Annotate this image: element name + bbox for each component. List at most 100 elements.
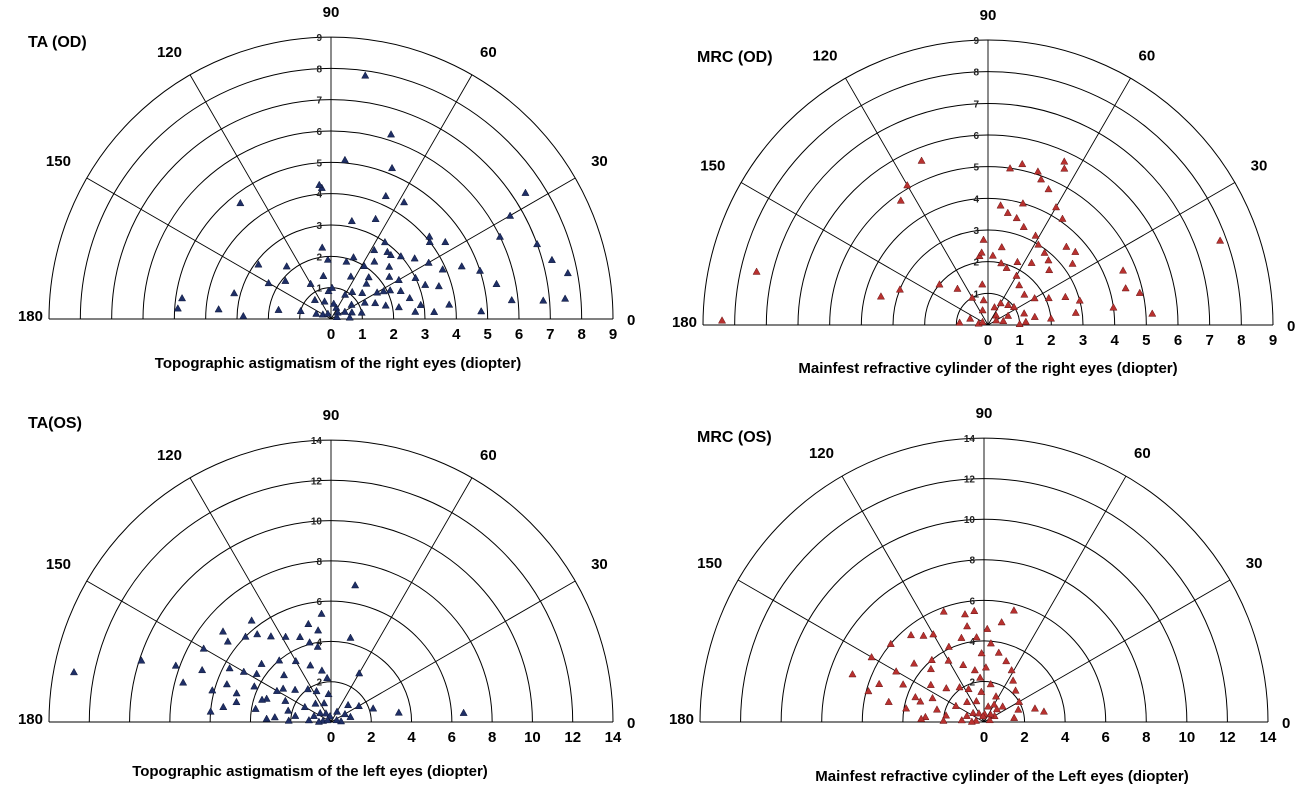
data-point bbox=[966, 314, 975, 322]
data-point bbox=[179, 678, 188, 686]
radius-tick-label: 8 bbox=[1142, 729, 1150, 746]
polar-spoke bbox=[189, 477, 332, 723]
data-point bbox=[951, 701, 960, 709]
data-point bbox=[351, 581, 360, 589]
data-point bbox=[967, 717, 976, 725]
data-point bbox=[232, 697, 241, 706]
data-point bbox=[848, 670, 857, 678]
data-point bbox=[917, 714, 926, 722]
data-point bbox=[1030, 312, 1039, 320]
data-point bbox=[275, 656, 284, 664]
data-point bbox=[441, 237, 450, 246]
data-point bbox=[906, 630, 916, 639]
polar-spoke bbox=[86, 177, 332, 320]
angle-label-60: 60 bbox=[480, 447, 497, 464]
data-point bbox=[976, 673, 985, 681]
data-point bbox=[1135, 288, 1144, 296]
polar-spoke bbox=[330, 477, 473, 723]
data-point bbox=[1068, 259, 1077, 267]
data-point bbox=[291, 711, 300, 719]
data-point bbox=[445, 300, 454, 308]
data-point bbox=[986, 639, 995, 647]
data-point bbox=[1006, 164, 1015, 172]
data-point bbox=[323, 309, 332, 317]
data-point bbox=[320, 297, 329, 305]
data-point bbox=[357, 308, 366, 316]
radius-tick-label: 5 bbox=[1142, 332, 1150, 349]
data-point bbox=[997, 258, 1006, 267]
data-point bbox=[394, 708, 403, 716]
data-point bbox=[963, 697, 972, 705]
data-point bbox=[968, 293, 977, 301]
data-point bbox=[929, 630, 938, 638]
data-point bbox=[333, 707, 342, 715]
data-point bbox=[438, 265, 447, 273]
axis-caption: Mainfest refractive cylinder of the righ… bbox=[798, 360, 1177, 377]
data-point bbox=[434, 281, 443, 290]
data-point bbox=[361, 71, 370, 79]
data-point bbox=[173, 304, 182, 312]
radius-tick-label: 6 bbox=[515, 326, 523, 343]
data-point bbox=[270, 712, 279, 721]
data-point bbox=[977, 648, 986, 657]
radius-tick-label: 14 bbox=[605, 729, 622, 746]
angle-label-150: 150 bbox=[697, 555, 722, 572]
data-point bbox=[310, 295, 319, 303]
data-point bbox=[1052, 202, 1061, 211]
radius-tick-label: 2 bbox=[1047, 332, 1055, 349]
data-point bbox=[977, 687, 986, 695]
angle-label-180: 180 bbox=[18, 308, 43, 325]
data-point bbox=[886, 639, 895, 647]
data-point bbox=[252, 669, 261, 677]
radial-axis-label: 6 bbox=[973, 131, 979, 142]
panel-title: TA(OS) bbox=[28, 415, 82, 432]
data-point bbox=[400, 197, 409, 206]
data-point bbox=[999, 316, 1008, 325]
data-point bbox=[547, 255, 556, 263]
data-point bbox=[347, 216, 356, 225]
data-point bbox=[957, 715, 966, 724]
data-point bbox=[291, 685, 300, 693]
radius-tick-label: 8 bbox=[1237, 332, 1245, 349]
angle-label-30: 30 bbox=[591, 556, 608, 573]
data-point bbox=[306, 279, 315, 287]
data-point bbox=[1031, 231, 1040, 239]
data-point bbox=[935, 280, 944, 288]
data-point bbox=[257, 659, 266, 667]
data-point bbox=[405, 293, 414, 302]
data-point bbox=[320, 698, 329, 707]
data-point bbox=[315, 180, 324, 188]
data-point bbox=[424, 258, 433, 266]
data-point bbox=[994, 648, 1003, 656]
data-point bbox=[495, 232, 504, 240]
data-point bbox=[991, 692, 1001, 700]
data-point bbox=[916, 697, 925, 705]
data-point bbox=[323, 673, 332, 681]
data-point bbox=[247, 616, 256, 624]
panel-mrc-os: 0 30 60 90 120 150 180 0 2 4 6 8 10 12 14 2 4 6 8 10 12 14 MRC… bbox=[669, 405, 1290, 785]
data-point bbox=[296, 306, 305, 315]
radius-tick-label: 6 bbox=[1102, 729, 1110, 746]
data-point bbox=[282, 262, 291, 270]
data-point bbox=[997, 242, 1006, 251]
data-point bbox=[944, 656, 953, 664]
radius-tick-label: 10 bbox=[1179, 729, 1196, 746]
data-point bbox=[386, 286, 395, 294]
data-point bbox=[199, 644, 208, 652]
data-point bbox=[1045, 265, 1054, 274]
data-point bbox=[232, 689, 241, 697]
data-point bbox=[539, 296, 548, 304]
data-point bbox=[340, 709, 349, 718]
data-point bbox=[348, 287, 357, 295]
radius-tick-label: 0 bbox=[327, 729, 335, 746]
data-point bbox=[69, 667, 78, 676]
data-point bbox=[340, 307, 349, 315]
data-point bbox=[295, 632, 305, 640]
data-point bbox=[457, 262, 466, 270]
radial-axis-label: 5 bbox=[316, 158, 322, 169]
radius-tick-label: 8 bbox=[488, 729, 496, 746]
angle-label-180: 180 bbox=[669, 711, 694, 728]
data-point bbox=[978, 280, 987, 288]
polar-spoke bbox=[330, 177, 576, 320]
data-point bbox=[208, 686, 217, 694]
